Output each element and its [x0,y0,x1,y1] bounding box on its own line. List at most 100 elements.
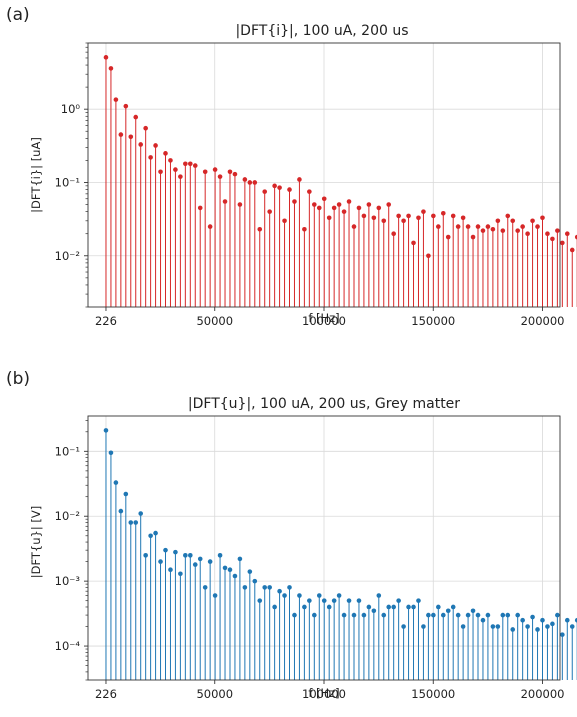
stem-marker-b [133,520,139,525]
stem-marker-b [282,593,287,598]
stem-marker-b [396,598,401,603]
stem-marker-a [490,226,496,232]
stem-marker-b [188,553,193,558]
stem-marker-a [391,231,396,237]
x-axis-label-a: f [Hz] [308,311,339,325]
stem-marker-b [391,604,396,610]
stem-marker-b [237,556,243,562]
stem-marker-b [540,617,545,623]
stem-marker-b [351,612,357,618]
stem-marker-b [118,508,124,514]
stem-marker-b [510,627,516,632]
stem-marker-a [416,215,421,221]
stem-marker-b [470,608,476,614]
stem-marker-b [411,604,416,610]
stem-marker-b [316,593,322,598]
stem-marker-b [123,491,129,497]
stem-marker-a [564,231,570,237]
stem-marker-b [222,565,228,571]
stem-marker-b [148,533,153,539]
stem-marker-a [431,213,436,219]
stem-marker-b [257,598,263,603]
stem-marker-b [530,614,535,620]
stem-marker-a [560,240,565,246]
stem-marker-a [212,167,218,172]
stem-marker-b [272,604,277,610]
stem-marker-a [188,161,193,167]
stem-marker-a [202,169,208,175]
stem-marker-a [445,234,451,240]
stem-marker-a [485,224,491,229]
stem-marker-a [406,213,411,219]
stem-marker-b [550,621,555,627]
plot-frame-a [87,42,561,308]
stem-marker-a [272,183,277,189]
y-tick-label-b: 10⁻¹ [55,444,80,458]
stem-marker-b [564,617,570,623]
stem-marker-a [366,202,372,207]
stems-a [103,55,577,307]
ticks-a: 226 50000 100000 150000 200000 10⁻² 10⁻¹ 10⁰ [55,42,564,328]
stem-marker-a [158,169,163,175]
stem-marker-a [113,97,119,102]
stem-marker-b [371,608,377,614]
stem-marker-a [307,189,312,194]
stem-marker-b [505,612,511,618]
y-tick-label-b: 10⁻⁴ [55,639,81,653]
stem-marker-a [217,174,223,179]
stem-marker-b [207,559,213,564]
stem-marker-b [128,520,134,525]
stem-marker-b [267,585,272,590]
stem-marker-b [163,547,168,553]
stem-marker-b [480,617,486,623]
stem-marker-a [460,215,466,221]
x-tick-label-a: 226 [95,314,117,328]
stem-marker-b [356,598,362,603]
stem-marker-a [297,177,302,182]
stem-marker-b [445,608,451,614]
stem-marker-a [232,171,238,177]
stem-marker-a [252,180,258,185]
stem-marker-b [321,598,327,603]
stem-marker-b [475,612,481,618]
stem-marker-b [292,612,297,618]
stem-marker-b [426,612,431,618]
stem-marker-b [297,593,302,598]
stem-marker-a [436,224,441,229]
stem-marker-a [495,218,501,224]
chart-title-b: |DFT{u}|, 100 uA, 200 us, Grey matter [188,396,460,412]
stem-marker-b [227,567,233,573]
stem-marker-a [247,180,253,185]
stem-marker-a [128,134,134,140]
stem-marker-a [227,169,233,175]
stem-marker-a [545,231,550,237]
y-tick-label-a: 10⁻² [55,249,80,263]
stem-marker-b [381,612,387,618]
x-tick-label-a: 50000 [196,314,233,328]
stem-marker-a [450,213,456,219]
stem-marker-a [242,177,248,182]
stem-marker-a [530,218,535,224]
stem-marker-a [321,196,327,202]
x-tick-label-b: 200000 [521,687,565,701]
stem-marker-b [183,553,188,558]
stem-marker-b [346,598,352,603]
x-tick-label-a: 150000 [411,314,455,328]
stem-marker-b [232,573,238,579]
stem-marker-b [436,604,441,610]
stem-marker-b [138,511,143,516]
stem-marker-b [178,571,183,577]
stem-marker-a [401,218,406,224]
stem-marker-b [192,562,198,567]
x-tick-label-b: 50000 [196,687,233,701]
stem-marker-b [560,632,565,637]
stem-marker-a [108,66,114,71]
y-tick-label-a: 10⁰ [61,102,81,116]
stem-marker-b [361,612,367,618]
stem-marker-a [510,218,516,224]
stem-marker-a [351,224,357,229]
ticks-b: 226 50000 100000 150000 200000 10⁻⁴ 10⁻³ 10⁻² 10… [55,419,565,701]
stem-marker-a [168,158,173,163]
stem-marker-a [148,155,153,160]
